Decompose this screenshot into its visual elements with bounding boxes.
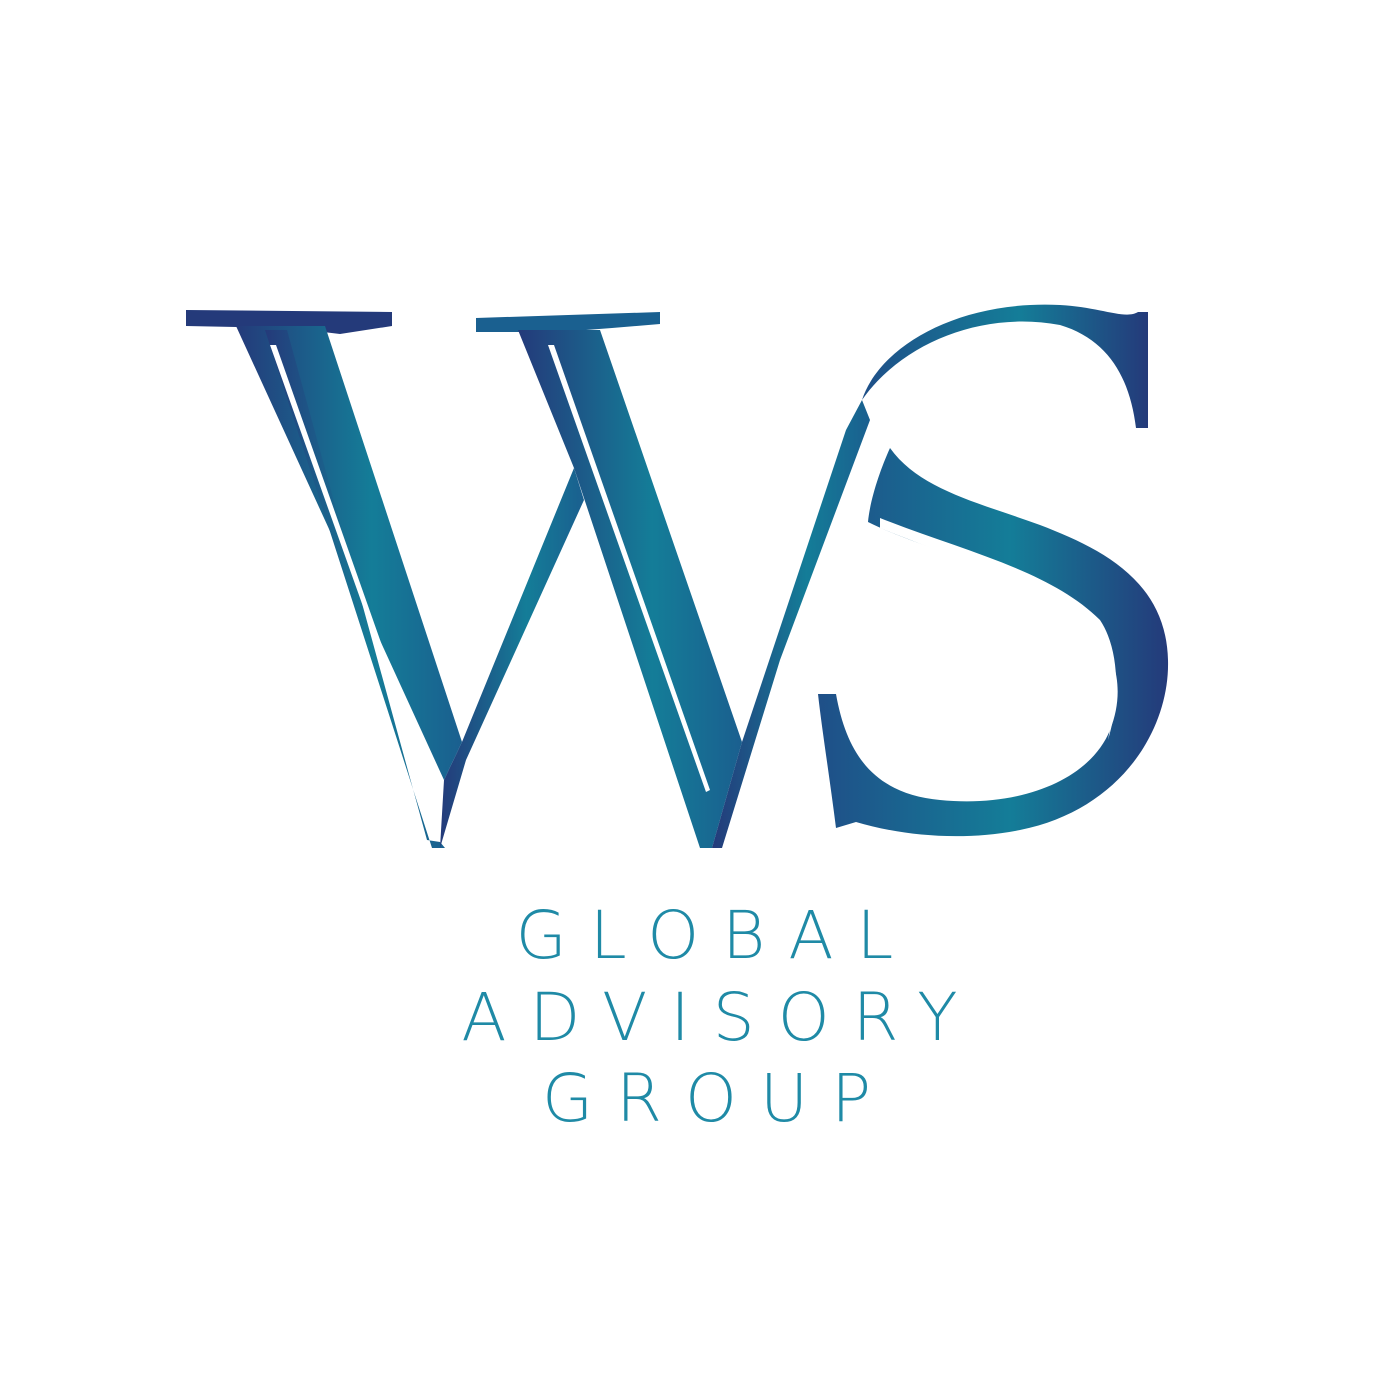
tagline-line-advisory: ADVISORY [461, 979, 981, 1056]
s-letterform [818, 304, 1169, 837]
ws-monogram-logo [186, 304, 1169, 848]
tagline-line-global: GLOBAL [515, 897, 917, 974]
w-letterform [186, 310, 870, 848]
tagline-line-group: GROUP [541, 1060, 895, 1137]
